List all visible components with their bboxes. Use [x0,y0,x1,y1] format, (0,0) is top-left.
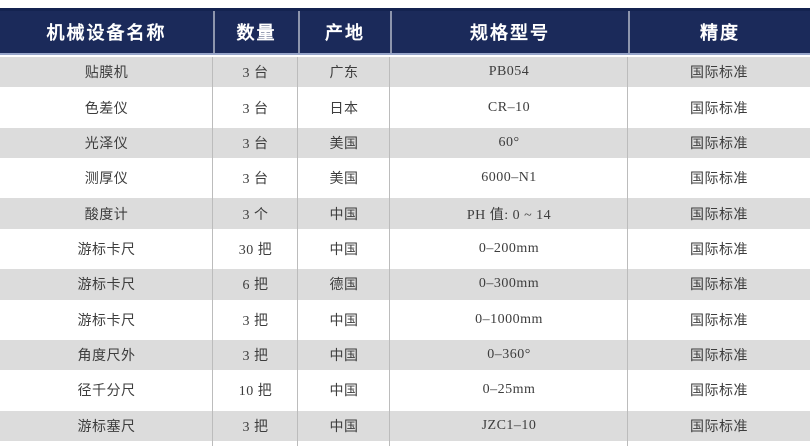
cell-origin: 美国 [298,127,390,159]
table-row: 光泽仪 3 台 美国 60° 国际标准 [0,127,810,163]
table-row: 游标卡尺 6 把 德国 0–300mm 国际标准 [0,269,810,304]
cell-spec-model: 60° [390,127,628,159]
cell-precision: 国际标准 [628,410,810,441]
cell-origin: 广东 [298,57,390,88]
cell-quantity: 3 把 [213,410,298,441]
cell-precision: 国际标准 [628,339,810,371]
cell-spec-model: 0–25mm [390,375,628,406]
column-header-quantity: 数量 [213,11,298,53]
table-row: 酸度计 3 个 中国 PH 值: 0 ~ 14 国际标准 [0,198,810,233]
cell-spec-model: 0–1000mm [390,304,628,335]
cell-precision: 国际标准 [628,163,810,194]
cell-precision: 国际标准 [628,57,810,88]
table-row: 游标卡尺 3 把 中国 0–1000mm 国际标准 [0,304,810,340]
cell-equipment-name: 光泽仪 [0,127,213,159]
cell-equipment-name: 角度尺外 [0,339,213,371]
table-row: 色差仪 3 台 日本 CR–10 国际标准 [0,92,810,127]
cell-quantity: 3 台 [213,163,298,194]
table-row: 游标塞尺 3 把 中国 JZC1–10 国际标准 [0,410,810,446]
cell-quantity: 6 把 [213,269,298,300]
cell-origin: 德国 [298,269,390,300]
cell-quantity: 30 把 [213,233,298,265]
cell-precision: 国际标准 [628,269,810,300]
cell-origin: 中国 [298,339,390,371]
cell-equipment-name: 测厚仪 [0,163,213,194]
cell-quantity: 3 台 [213,127,298,159]
table-row: 贴膜机 3 台 广东 PB054 国际标准 [0,57,810,92]
cell-equipment-name: 游标塞尺 [0,410,213,441]
cell-equipment-name: 酸度计 [0,198,213,229]
cell-origin: 日本 [298,92,390,123]
cell-quantity: 3 台 [213,57,298,88]
cell-precision: 国际标准 [628,198,810,229]
cell-origin: 中国 [298,375,390,406]
cell-spec-model: PB054 [390,57,628,88]
cell-equipment-name: 游标卡尺 [0,233,213,265]
cell-spec-model: 0–300mm [390,269,628,300]
cell-quantity: 3 个 [213,198,298,229]
table-row: 角度尺外 3 把 中国 0–360° 国际标准 [0,339,810,375]
cell-equipment-name: 色差仪 [0,92,213,123]
cell-precision: 国际标准 [628,233,810,265]
cell-origin: 中国 [298,304,390,335]
cell-origin: 中国 [298,198,390,229]
cell-equipment-name: 游标卡尺 [0,304,213,335]
cell-origin: 中国 [298,233,390,265]
cell-spec-model: PH 值: 0 ~ 14 [390,198,628,229]
table-row: 径千分尺 10 把 中国 0–25mm 国际标准 [0,375,810,410]
cell-precision: 国际标准 [628,375,810,406]
cell-spec-model: JZC1–10 [390,410,628,441]
table-row: 测厚仪 3 台 美国 6000–N1 国际标准 [0,163,810,198]
column-header-precision: 精度 [628,11,810,53]
table-header-row: 机械设备名称 数量 产地 规格型号 精度 [0,8,810,55]
cell-spec-model: 6000–N1 [390,163,628,194]
cell-quantity: 10 把 [213,375,298,406]
cell-quantity: 3 台 [213,92,298,123]
cell-spec-model: CR–10 [390,92,628,123]
cell-origin: 中国 [298,410,390,441]
cell-equipment-name: 贴膜机 [0,57,213,88]
cell-precision: 国际标准 [628,127,810,159]
cell-equipment-name: 游标卡尺 [0,269,213,300]
cell-quantity: 3 把 [213,339,298,371]
cell-spec-model: 0–360° [390,339,628,371]
cell-quantity: 3 把 [213,304,298,335]
cell-origin: 美国 [298,163,390,194]
table-row: 游标卡尺 30 把 中国 0–200mm 国际标准 [0,233,810,269]
column-header-spec-model: 规格型号 [390,11,628,53]
cell-spec-model: 0–200mm [390,233,628,265]
cell-precision: 国际标准 [628,92,810,123]
column-header-origin: 产地 [298,11,390,53]
cell-precision: 国际标准 [628,304,810,335]
cell-equipment-name: 径千分尺 [0,375,213,406]
table-body: 贴膜机 3 台 广东 PB054 国际标准 色差仪 3 台 日本 CR–10 国… [0,57,810,446]
column-header-equipment-name: 机械设备名称 [46,23,167,43]
